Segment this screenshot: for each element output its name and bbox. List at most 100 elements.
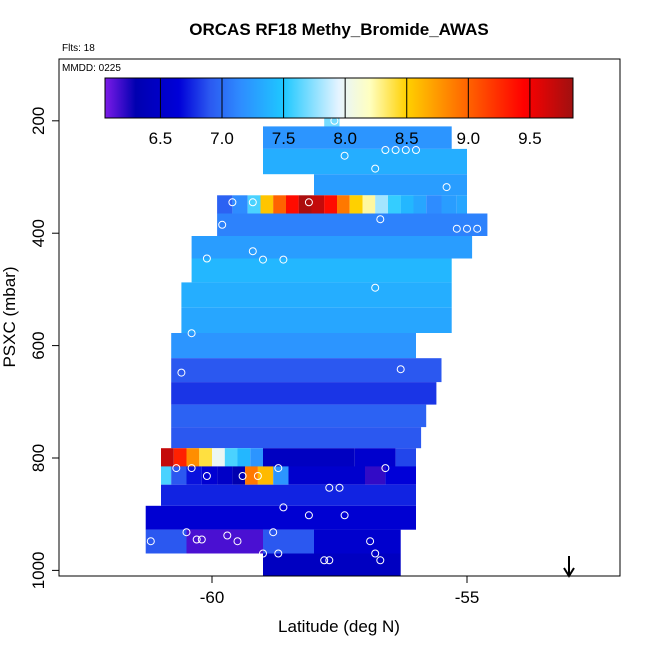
sample-point (391, 146, 400, 154)
heatmap-cell (263, 126, 452, 149)
sample-point (218, 220, 227, 229)
sample-point (340, 151, 349, 160)
heatmap-cell (375, 195, 388, 214)
heatmap-cell (395, 448, 416, 467)
heatmap-cell (186, 529, 263, 554)
heatmap-cell (171, 382, 437, 405)
heatmap-cell (263, 148, 467, 175)
heatmap-cell (337, 195, 350, 214)
sample-point (412, 146, 420, 154)
heatmap-cell (186, 448, 200, 467)
colorbar-tick-label: 8.0 (333, 129, 357, 148)
heatmap-cell (257, 466, 274, 485)
sample-point (131, 537, 140, 546)
x-axis: -60 -55 (200, 576, 480, 607)
heatmap-cell (311, 195, 325, 214)
heatmap-cell (263, 529, 314, 554)
down-arrow-icon (563, 556, 575, 578)
chart-title: ORCAS RF18 Methy_Bromide_AWAS (189, 20, 488, 39)
sample-point (248, 247, 257, 256)
heatmap-cell (354, 448, 396, 467)
plot-area (58, 58, 621, 577)
sample-point (304, 511, 313, 520)
sample-point (172, 289, 181, 298)
heatmap-cell (171, 358, 442, 383)
heatmap-cell (161, 448, 174, 467)
sample-point (304, 198, 313, 207)
x-tick-label: -55 (455, 588, 480, 607)
sample-point (177, 368, 186, 377)
heatmap-cell (286, 195, 299, 214)
heatmap-cell (171, 333, 416, 359)
heatmap-cell (186, 466, 202, 485)
sample-point (371, 164, 380, 173)
sample-point (192, 535, 201, 544)
heatmap-cell (441, 195, 457, 214)
heatmap-cell (212, 448, 225, 467)
heatmap-cell (263, 448, 355, 467)
sample-point (325, 483, 334, 492)
sample-point (141, 454, 150, 462)
flights-annotation: Flts: 18 (62, 43, 95, 54)
sample-point (269, 528, 278, 537)
sample-point (141, 496, 150, 505)
down-arrow-head (563, 567, 575, 578)
sample-point (146, 537, 155, 546)
sample-point (279, 503, 288, 512)
sample-point (233, 537, 242, 546)
y-tick-label: 400 (29, 219, 48, 247)
heatmap-cell (385, 466, 416, 485)
sample-point (381, 146, 390, 154)
heatmap-cell (181, 307, 452, 333)
heatmap-cell (201, 466, 218, 485)
sample-point (396, 365, 405, 374)
heatmap-cell (217, 213, 488, 236)
sample-point (182, 528, 191, 537)
x-tick-label: -60 (200, 588, 225, 607)
heatmap-cell (191, 236, 473, 259)
heatmap-cell (161, 484, 416, 506)
y-tick-label: 1000 (29, 551, 48, 589)
heatmap-cell (288, 466, 365, 485)
heatmap-cell (237, 448, 251, 467)
date-annotation: MMDD: 0225 (62, 63, 121, 74)
heatmap-cell (199, 448, 213, 467)
sample-point (253, 472, 262, 480)
sample-point (463, 224, 471, 233)
heatmap-cell (349, 195, 363, 214)
heatmap-cell (217, 195, 233, 214)
x-axis-label: Latitude (deg N) (278, 617, 400, 636)
sample-point (223, 531, 232, 540)
heatmap-cell (171, 404, 427, 428)
heatmap-cell (191, 258, 452, 283)
y-tick-label: 800 (29, 444, 48, 472)
sample-point (238, 472, 247, 480)
heatmap-cell (250, 448, 264, 467)
heatmap-cell (273, 195, 286, 214)
sample-point (366, 537, 375, 546)
heatmap-cell (413, 195, 427, 214)
heatmap-cell (181, 282, 452, 308)
heatmap-cell (217, 466, 233, 485)
y-tick-label: 600 (29, 331, 48, 359)
heatmap-cell (247, 195, 261, 214)
sample-point (162, 411, 171, 420)
sample-point (325, 556, 334, 565)
heatmap-cell (400, 195, 414, 214)
sample-point (202, 472, 211, 480)
colorbar: 6.5 7.0 7.5 8.0 8.5 9.0 9.5 (104, 77, 574, 148)
sample-point (274, 549, 283, 558)
sample-point (187, 464, 196, 473)
y-axis: 200 400 600 800 1000 (29, 107, 59, 589)
heatmap-cell (273, 466, 289, 485)
sample-point (126, 537, 135, 546)
sample-point (371, 549, 380, 558)
sample-point (381, 464, 390, 473)
sample-point (452, 224, 461, 233)
colorbar-tick-label: 7.0 (210, 129, 234, 148)
y-tick-label: 200 (29, 107, 48, 135)
sample-point (228, 198, 237, 207)
heatmap-cell (171, 427, 422, 449)
heatmap-cell (388, 195, 401, 214)
